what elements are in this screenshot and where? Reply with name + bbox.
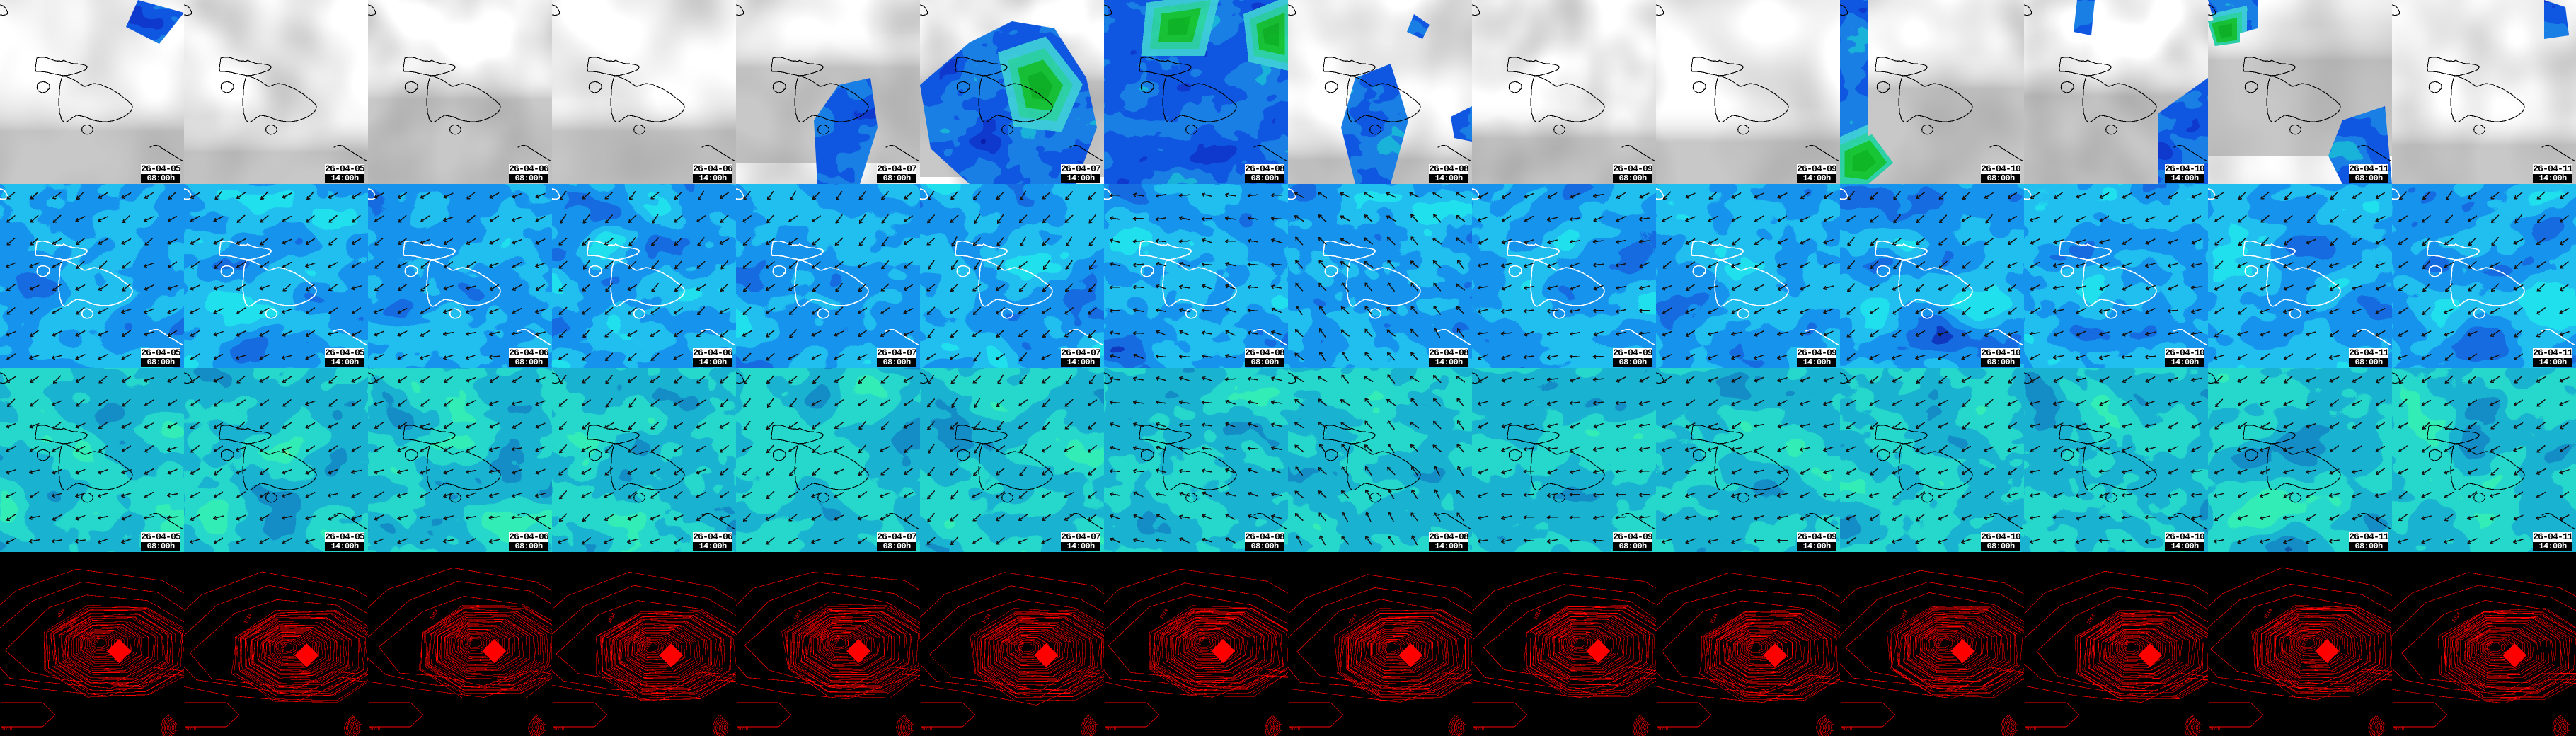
svg-text:1018: 1018: [1657, 727, 1669, 732]
svg-text:1018: 1018: [553, 727, 565, 732]
svg-text:1018: 1018: [185, 727, 197, 732]
svg-text:1018: 1018: [737, 727, 749, 732]
svg-text:1018: 1018: [1, 727, 13, 732]
svg-text:1018: 1018: [369, 727, 381, 732]
svg-text:1018: 1018: [1289, 727, 1301, 732]
svg-text:1018: 1018: [921, 727, 933, 732]
svg-text:1018: 1018: [1105, 727, 1117, 732]
svg-text:1018: 1018: [2025, 727, 2037, 732]
svg-text:1018: 1018: [2209, 727, 2221, 732]
svg-text:1018: 1018: [2393, 727, 2405, 732]
svg-text:1018: 1018: [1473, 727, 1485, 732]
svg-text:1018: 1018: [1841, 727, 1853, 732]
